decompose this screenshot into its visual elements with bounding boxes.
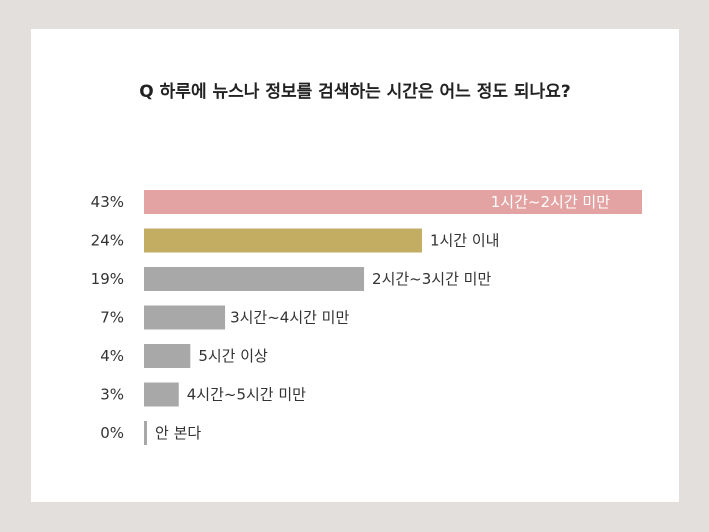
category-label: 3시간~4시간 미만 <box>230 309 349 327</box>
value-label: 4% <box>100 347 124 365</box>
chart-title: Q 하루에 뉴스나 정보를 검색하는 시간은 어느 정도 되나요? <box>139 82 571 102</box>
bar <box>144 382 179 407</box>
bar <box>144 267 365 291</box>
chart-card: Q 하루에 뉴스나 정보를 검색하는 시간은 어느 정도 되나요? <box>31 29 679 502</box>
value-label: 24% <box>91 232 124 250</box>
category-label: 1시간 이내 <box>430 232 500 250</box>
category-label: 2시간~3시간 미만 <box>372 270 491 288</box>
category-label: 안 본다 <box>155 424 201 442</box>
category-label: 4시간~5시간 미만 <box>187 386 306 404</box>
value-label: 0% <box>100 424 124 442</box>
category-label: 5시간 이상 <box>198 347 268 365</box>
value-label: 43% <box>91 193 124 211</box>
value-label: 19% <box>91 270 124 288</box>
bar <box>144 421 147 445</box>
value-label: 3% <box>100 386 124 404</box>
bar <box>144 305 226 330</box>
value-label: 7% <box>100 309 124 327</box>
category-label: 1시간~2시간 미만 <box>491 193 610 211</box>
bar <box>144 344 191 368</box>
bar <box>144 228 422 253</box>
bar <box>144 190 642 214</box>
